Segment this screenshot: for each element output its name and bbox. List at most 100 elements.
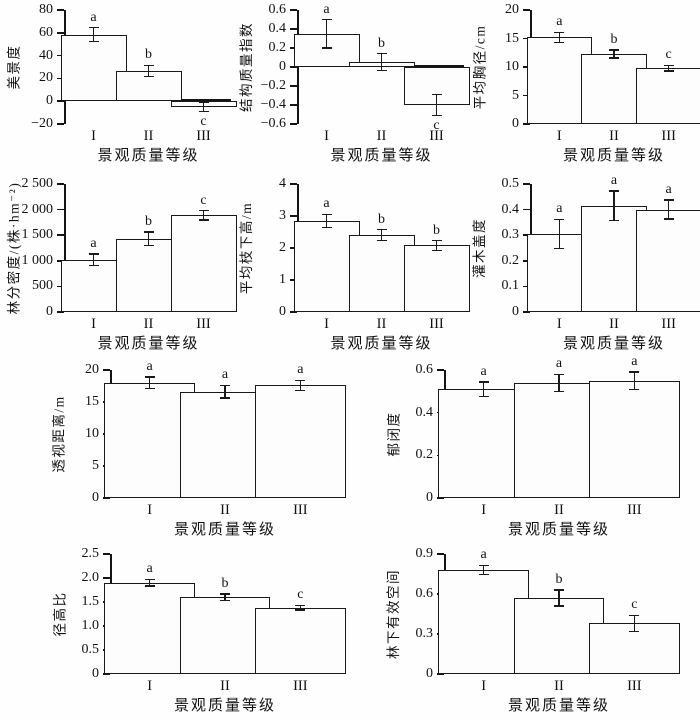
error-bar-cap-top: [663, 199, 674, 201]
error-bar-cap-top: [295, 379, 306, 381]
sig-letter: a: [90, 9, 97, 25]
x-tick-label: III: [196, 316, 211, 332]
error-bar-line: [148, 377, 151, 389]
y-tick-label: 0: [92, 666, 99, 681]
y-tick: [523, 285, 530, 288]
y-tick-label: 0.5: [501, 176, 520, 191]
y-tick-label: 1 500: [21, 227, 54, 243]
error-bar-cap-top: [376, 229, 387, 231]
y-tick-label: 0.3: [501, 227, 520, 243]
y-tick: [57, 100, 64, 102]
y-tick-label: 80: [39, 2, 53, 17]
sig-letter: b: [378, 35, 385, 51]
y-tick-label: 1.5: [81, 594, 100, 609]
error-bar-line: [558, 374, 560, 392]
error-bar-cap-bottom: [295, 389, 306, 392]
x-tick-label: II: [376, 316, 387, 332]
error-bar-cap-bottom: [88, 40, 99, 43]
y-tick-label: 1.0: [81, 618, 100, 633]
x-tick-label: I: [324, 128, 329, 144]
error-bar-cap-top: [376, 53, 387, 55]
y-tick-label: 0: [279, 59, 286, 74]
error-bar-cap-bottom: [609, 57, 619, 59]
y-tick-label: 20: [505, 2, 519, 17]
error-bar-cap-bottom: [431, 249, 442, 251]
y-tick-label: 5: [92, 458, 99, 473]
x-tick-label: II: [376, 128, 387, 144]
error-bar-cap-top: [198, 101, 209, 104]
sig-letter: c: [631, 597, 638, 613]
x-axis-label: 景观质量等级: [173, 698, 276, 714]
sig-letter: c: [297, 587, 304, 603]
error-bar-cap-bottom: [478, 395, 489, 397]
y-tick-label: −0.4: [260, 97, 286, 112]
y-tick-label: 0: [92, 490, 99, 505]
error-bar-cap-bottom: [88, 264, 99, 267]
error-bar-line: [202, 210, 205, 220]
y-tick-label: 1: [279, 272, 286, 287]
error-bar-cap-top: [554, 218, 565, 221]
error-bar-cap-top: [144, 376, 155, 378]
y-tick-label: 2: [279, 240, 286, 255]
error-bar-cap-top: [554, 589, 564, 591]
error-bar-cap-bottom: [198, 219, 209, 221]
x-axis-label: 景观质量等级: [507, 698, 610, 714]
error-bar-cap-bottom: [220, 397, 230, 399]
y-tick-label: 0: [426, 490, 433, 505]
y-tick: [523, 260, 530, 262]
error-bar-cap-top: [431, 239, 442, 242]
x-tick-label: II: [143, 316, 154, 332]
y-tick-label: 0: [279, 304, 286, 319]
x-axis-label: 景观质量等级: [173, 522, 276, 538]
y-tick: [523, 311, 530, 313]
y-tick: [57, 183, 64, 185]
error-bar-cap-bottom: [554, 247, 565, 250]
y-tick: [523, 208, 530, 211]
error-bar-cap-top: [663, 64, 674, 66]
error-bar-cap-top: [431, 93, 442, 96]
error-bar-line: [435, 94, 438, 116]
y-tick-label: 0.2: [415, 447, 434, 463]
bar: [255, 385, 346, 498]
y-tick-label: 2 500: [21, 176, 54, 191]
bar: [513, 598, 605, 674]
y-tick-label: 40: [39, 47, 53, 63]
y-tick-label: −0.6: [260, 116, 286, 131]
error-bar-cap-top: [143, 64, 154, 66]
y-tick: [57, 311, 64, 313]
y-tick-label: 1 000: [21, 252, 54, 268]
sig-letter: a: [480, 547, 487, 563]
sig-letter: a: [610, 173, 618, 189]
sig-letter: a: [480, 364, 487, 380]
y-tick-label: 2 000: [21, 201, 54, 217]
error-bar-line: [224, 385, 226, 399]
error-bar-cap-bottom: [295, 609, 306, 611]
y-tick: [290, 123, 297, 125]
sig-letter: c: [200, 192, 207, 208]
x-tick-label: I: [91, 316, 96, 332]
error-bar-line: [558, 219, 561, 249]
error-bar-cap-bottom: [663, 218, 674, 220]
x-tick-label: III: [293, 678, 308, 694]
error-bar-line: [482, 565, 485, 575]
bar: [170, 215, 237, 312]
x-axis-label: 景观质量等级: [562, 336, 665, 352]
y-tick-label: 0: [46, 93, 53, 109]
y-tick-label: 20: [39, 70, 53, 86]
x-tick-label: I: [147, 678, 153, 694]
error-bar-cap-bottom: [629, 388, 640, 390]
sig-letter: a: [556, 201, 563, 217]
error-bar-line: [613, 191, 615, 221]
y-tick-label: 2.0: [81, 570, 100, 585]
error-bar-line: [325, 214, 328, 228]
error-bar-cap-top: [609, 49, 619, 51]
